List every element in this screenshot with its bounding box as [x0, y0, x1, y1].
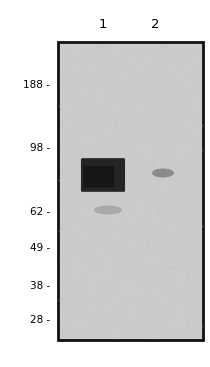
Text: 38 -: 38 -: [30, 281, 50, 291]
Text: 1: 1: [99, 18, 107, 32]
FancyBboxPatch shape: [83, 166, 114, 188]
Text: 62 -: 62 -: [30, 207, 50, 217]
Ellipse shape: [94, 206, 122, 214]
Ellipse shape: [152, 168, 174, 178]
Text: 28 -: 28 -: [30, 315, 50, 325]
FancyBboxPatch shape: [58, 42, 203, 340]
Text: 2: 2: [151, 18, 159, 32]
FancyBboxPatch shape: [81, 158, 125, 192]
Text: 188 -: 188 -: [23, 80, 50, 90]
Text: 98 -: 98 -: [30, 143, 50, 153]
Text: 49 -: 49 -: [30, 243, 50, 253]
